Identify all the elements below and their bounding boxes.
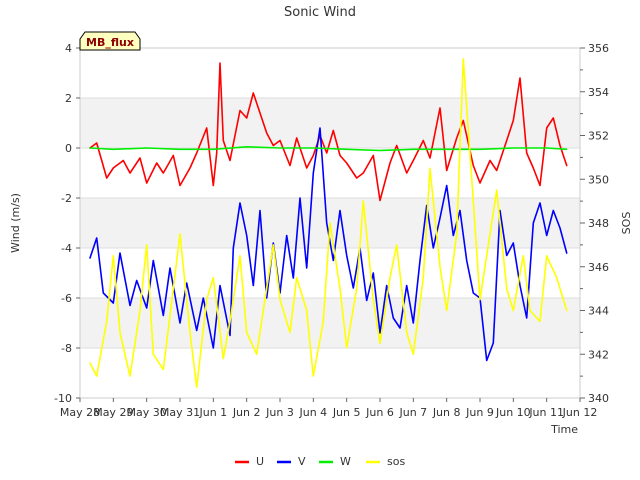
grid-bands <box>80 98 580 348</box>
series-line-sos <box>89 58 568 388</box>
left-axis-tick-label: 2 <box>65 92 72 105</box>
y-axis-label-right: SOS <box>620 212 633 235</box>
legend-label-sos: sos <box>387 455 405 468</box>
x-axis-tick-label: Jun 5 <box>332 406 361 419</box>
grid-band <box>80 298 580 348</box>
left-axis-tick-label: -2 <box>61 192 72 205</box>
right-axis-tick-label: 352 <box>588 130 609 143</box>
x-axis-tick-label: Jun 6 <box>365 406 394 419</box>
x-axis-tick-label: May 30 <box>127 406 167 419</box>
legend-label-v: V <box>298 455 306 468</box>
left-axis-tick-label: 0 <box>65 142 72 155</box>
x-axis-tick-label: Jun 4 <box>298 406 327 419</box>
right-axis-tick-label: 342 <box>588 348 609 361</box>
left-axis-tick-label: -6 <box>61 292 72 305</box>
x-axis-tick-label: Jun 7 <box>398 406 427 419</box>
x-axis-label: Time <box>550 423 578 436</box>
right-axis-tick-label: 356 <box>588 42 609 55</box>
x-axis-tick-label: Jun 2 <box>232 406 261 419</box>
x-axis-tick-label: Jun 11 <box>528 406 564 419</box>
right-axis-tick-label: 350 <box>588 173 609 186</box>
badge-label: MB_flux <box>86 36 134 49</box>
y-axis-label-left: Wind (m/s) <box>9 193 22 253</box>
series-line-u <box>89 62 568 202</box>
left-axis: -10 -8 -6 -4 -2 0 2 4 <box>54 42 80 405</box>
x-axis-tick-label: May 28 <box>60 406 100 419</box>
x-axis-tick-label: Jun 8 <box>432 406 461 419</box>
right-axis-tick-label: 346 <box>588 261 609 274</box>
left-axis-tick-label: -10 <box>54 392 72 405</box>
legend-label-u: U <box>256 455 264 468</box>
series-lines <box>89 58 568 388</box>
x-axis-tick-label: Jun 3 <box>265 406 294 419</box>
right-axis-tick-label: 344 <box>588 305 609 318</box>
right-axis-tick-label: 354 <box>588 86 609 99</box>
x-axis-tick-label: Jun 9 <box>465 406 494 419</box>
x-axis-tick-label: May 29 <box>93 406 133 419</box>
right-axis-tick-label: 348 <box>588 217 609 230</box>
x-axis-tick-label: Jun 10 <box>495 406 531 419</box>
legend-label-w: W <box>340 455 351 468</box>
series-line-w <box>89 146 568 152</box>
right-axis: 340 342 344 346 348 350 352 354 356 <box>580 42 609 405</box>
left-axis-tick-label: 4 <box>65 42 72 55</box>
series-line-v <box>89 127 568 362</box>
x-axis-tick-label: May 31 <box>160 406 200 419</box>
right-axis-tick-label: 340 <box>588 392 609 405</box>
x-axis-tick-label: Jun 1 <box>198 406 227 419</box>
left-axis-tick-label: -4 <box>61 242 72 255</box>
left-axis-tick-label: -8 <box>61 342 72 355</box>
mb-flux-badge: MB_flux <box>79 31 141 51</box>
x-axis-tick-label: Jun 12 <box>562 406 598 419</box>
chart-title: Sonic Wind <box>284 5 356 20</box>
